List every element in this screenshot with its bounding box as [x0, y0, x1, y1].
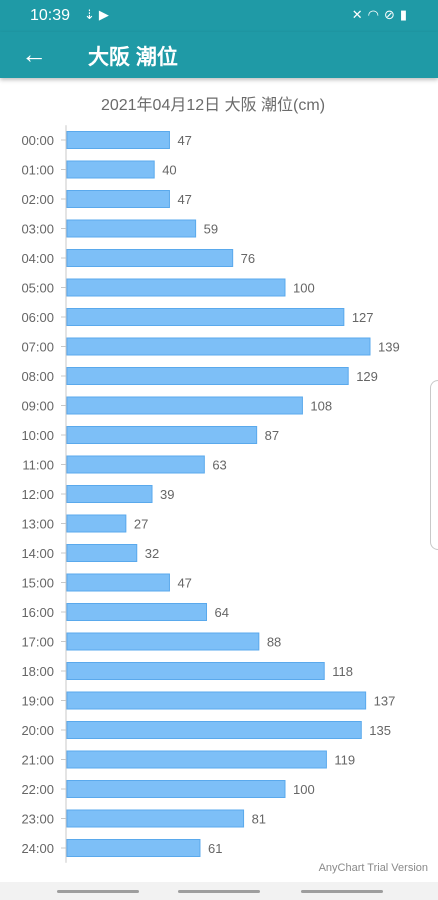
bar-value-label: 108 — [310, 399, 332, 414]
chart-title: 2021年04月12日 大阪 潮位(cm) — [100, 97, 326, 114]
bar-value-label: 100 — [293, 281, 315, 296]
app-bar: ← 大阪 潮位 — [0, 32, 438, 78]
y-tick-label: 17:00 — [21, 635, 54, 650]
edge-panel-handle[interactable] — [430, 380, 438, 550]
bar — [66, 632, 260, 651]
bar-value-label: 135 — [369, 723, 391, 738]
bar — [66, 485, 153, 503]
y-tick-label: 05:00 — [21, 281, 54, 296]
bar-value-label: 76 — [241, 251, 255, 266]
bar — [66, 396, 303, 415]
y-tick-label: 15:00 — [21, 576, 54, 591]
bar-value-label: 88 — [267, 635, 281, 650]
bar-value-label: 137 — [374, 694, 396, 709]
bar — [66, 691, 367, 710]
bar — [66, 426, 258, 444]
y-tick-label: 06:00 — [21, 310, 54, 325]
bar-value-label: 127 — [352, 310, 374, 325]
mute-icon: ✕ — [351, 7, 368, 22]
watermark: AnyChart Trial Version — [318, 862, 428, 874]
battery-icon: ▮ — [399, 7, 412, 22]
y-tick-label: 07:00 — [21, 340, 54, 355]
bar-value-label: 63 — [212, 458, 226, 473]
y-tick-label: 08:00 — [21, 369, 54, 384]
bar — [66, 573, 170, 592]
bar — [66, 544, 138, 562]
bar-value-label: 47 — [177, 192, 191, 207]
y-tick-label: 00:00 — [21, 133, 54, 148]
y-tick-label: 11:00 — [22, 458, 54, 473]
y-tick-label: 23:00 — [21, 812, 54, 827]
bar-value-label: 119 — [334, 753, 355, 768]
y-tick-label: 03:00 — [21, 222, 54, 237]
bar-value-label: 100 — [293, 782, 315, 797]
bar-value-label: 59 — [204, 222, 218, 237]
bar-value-label: 87 — [265, 428, 279, 443]
bar-value-label: 61 — [208, 841, 222, 856]
bar-value-label: 118 — [332, 664, 353, 679]
bar — [66, 455, 205, 474]
arrow-left-icon: ← — [21, 39, 47, 69]
bar — [66, 337, 371, 356]
y-tick-label: 01:00 — [21, 163, 54, 178]
bar-value-label: 64 — [215, 605, 229, 620]
page-title: 大阪 潮位 — [88, 46, 178, 69]
nav-home-handle[interactable] — [178, 890, 260, 893]
bar — [66, 219, 197, 238]
bar — [66, 839, 201, 857]
bar-value-label: 47 — [177, 133, 191, 148]
bar — [66, 721, 362, 739]
bar — [66, 249, 234, 267]
y-tick-label: 16:00 — [21, 605, 54, 620]
do-not-disturb-icon: ⊘ — [383, 7, 400, 22]
download-icon: ⇣ — [84, 7, 99, 22]
bar — [66, 514, 127, 533]
bar — [66, 190, 170, 208]
bar-value-label: 81 — [252, 812, 266, 827]
y-tick-label: 14:00 — [21, 546, 54, 561]
y-tick-label: 13:00 — [21, 517, 54, 532]
bar-value-label: 47 — [177, 576, 191, 591]
bar — [66, 662, 325, 680]
bar-value-label: 27 — [134, 517, 148, 532]
bar — [66, 308, 345, 326]
y-tick-label: 02:00 — [21, 192, 54, 207]
bar — [66, 750, 327, 769]
status-bar: 10:39 ⇣▶ ✕◠⊘▮ — [0, 0, 438, 32]
play-store-icon: ▶ — [98, 7, 113, 22]
y-tick-label: 10:00 — [21, 428, 54, 443]
back-button[interactable]: ← — [14, 36, 54, 74]
y-tick-label: 12:00 — [21, 487, 54, 502]
bar — [66, 160, 155, 179]
bar-value-label: 32 — [145, 546, 159, 561]
nav-recents-handle[interactable] — [57, 890, 139, 893]
status-right-icons: ✕◠⊘▮ — [352, 7, 412, 23]
y-tick-label: 18:00 — [21, 664, 54, 679]
bar-value-label: 39 — [160, 487, 174, 502]
bar-value-label: 40 — [162, 163, 176, 178]
bar — [66, 131, 170, 149]
chart-area: 2021年04月12日 大阪 潮位(cm) 00:00 47 01:00 40 02:0… — [0, 78, 438, 882]
bar-value-label: 139 — [378, 340, 400, 355]
wifi-icon: ◠ — [367, 7, 384, 22]
y-tick-label: 04:00 — [21, 251, 54, 266]
nav-back-handle[interactable] — [301, 890, 383, 893]
navigation-bar — [0, 882, 438, 900]
tide-bar-chart: 00:00 47 01:00 40 02:00 47 03:00 59 04:00 76 05:00… — [21, 125, 400, 863]
y-tick-label: 21:00 — [21, 753, 54, 768]
bar — [66, 367, 349, 385]
status-time: 10:39 — [30, 7, 71, 24]
y-tick-label: 20:00 — [21, 723, 54, 738]
y-tick-label: 09:00 — [21, 399, 54, 414]
y-tick-label: 24:00 — [21, 841, 54, 856]
bar-value-label: 129 — [356, 369, 378, 384]
bar — [66, 603, 208, 621]
bar — [66, 278, 286, 297]
bar — [66, 809, 245, 828]
y-tick-label: 22:00 — [21, 782, 54, 797]
y-tick-label: 19:00 — [21, 694, 54, 709]
bar — [66, 780, 286, 798]
status-left-icons: ⇣▶ — [84, 7, 113, 23]
